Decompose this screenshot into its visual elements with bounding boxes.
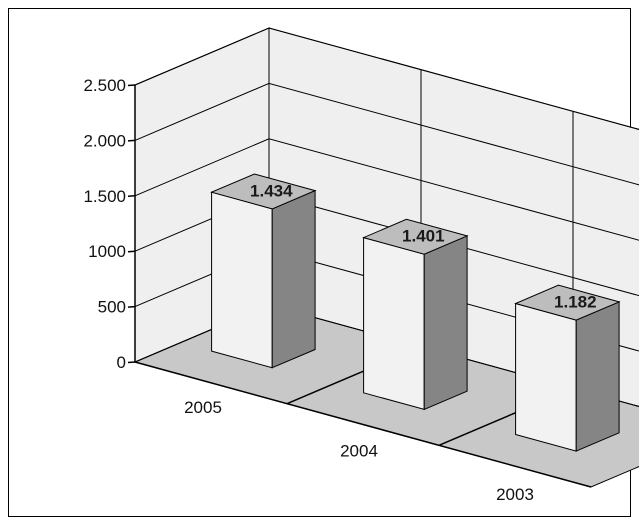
bar-top-face xyxy=(362,218,469,255)
x-category-label: 2005 xyxy=(184,398,222,417)
bar-2005 xyxy=(210,173,317,369)
data-label: 1.434 xyxy=(250,181,293,200)
axis-lines xyxy=(134,85,592,488)
bar-front-face xyxy=(211,191,273,369)
bar-series xyxy=(210,173,621,452)
y-tick-label: 1.500 xyxy=(83,187,126,206)
y-tick-label: 1000 xyxy=(88,242,126,261)
y-tick-label: 500 xyxy=(98,298,126,317)
bar-top-face xyxy=(210,173,317,210)
y-tick-mark xyxy=(127,84,136,87)
y-tick-mark xyxy=(127,139,136,142)
x-category-label: 2004 xyxy=(340,442,378,461)
data-label: 1.401 xyxy=(402,227,445,246)
bar-front-face xyxy=(363,236,425,411)
data-labels: 1.434 1.401 1.182 xyxy=(250,181,597,311)
bar-front-face xyxy=(515,302,577,452)
bar-2003 xyxy=(514,284,621,452)
x-axis-line xyxy=(134,361,592,488)
bar-top-face xyxy=(514,284,621,321)
x-axis-categories: 2005 2004 2003 xyxy=(184,398,534,504)
x-category-label: 2003 xyxy=(496,485,534,504)
bar-side-face xyxy=(423,235,468,411)
y-axis-ticks: 0 500 1000 1.500 2.000 2.500 xyxy=(83,76,136,372)
y-tick-mark xyxy=(127,195,136,198)
y-tick-mark xyxy=(127,250,136,253)
y-tick-label: 2.500 xyxy=(83,76,126,95)
y-tick-mark xyxy=(127,361,136,364)
data-label: 1.182 xyxy=(554,293,597,312)
y-tick-mark xyxy=(127,305,136,308)
bar-2004 xyxy=(362,218,469,411)
bar-side-face xyxy=(271,189,316,369)
y-tick-label: 0 xyxy=(117,353,126,372)
bar-side-face xyxy=(575,301,620,452)
y-tick-label: 2.000 xyxy=(83,131,126,150)
